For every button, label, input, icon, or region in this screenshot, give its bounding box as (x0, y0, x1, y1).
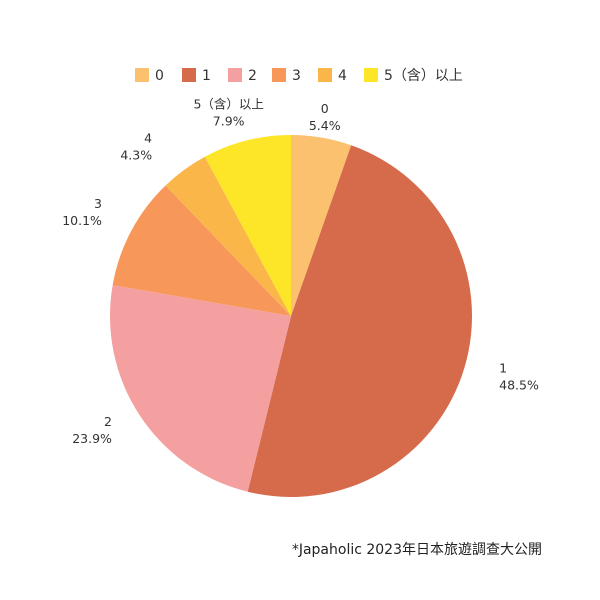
slice-label-value-0: 5.4% (309, 118, 341, 133)
legend-label-0: 0 (155, 68, 164, 84)
legend-swatch-0 (135, 68, 149, 82)
chart-legend: 0 1 2 3 4 5（含）以上 (135, 68, 463, 84)
pie-slice-1 (247, 145, 473, 498)
slice-label-category-5: 5（含）以上 (193, 96, 263, 111)
slice-label-value-4: 4.3% (120, 147, 152, 162)
slice-label-category-4: 4 (144, 130, 152, 145)
legend-label-3: 3 (292, 68, 301, 84)
slice-label-value-2: 23.9% (72, 431, 112, 446)
slice-label-value-5: 7.9% (213, 113, 245, 128)
slice-label-value-3: 10.1% (62, 213, 102, 228)
pie-slice-5 (204, 135, 291, 316)
legend-label-4: 4 (338, 68, 347, 84)
slice-label-category-1: 1 (499, 361, 507, 376)
source-note: *Japaholic 2023年日本旅遊調查大公開 (291, 542, 542, 558)
pie-slice-4 (165, 156, 291, 316)
pie-slices (110, 135, 473, 498)
slice-label-category-0: 0 (321, 101, 329, 116)
slice-labels: 0 5.4% 1 48.5% 2 23.9% 3 10.1% 4 4.3% 5（含）以上 7.9% (62, 96, 539, 446)
pie-slice-0 (291, 135, 352, 316)
slice-label-category-2: 2 (104, 414, 112, 429)
slice-label-category-3: 3 (94, 196, 102, 211)
legend-swatch-3 (272, 68, 286, 82)
legend-label-1: 1 (202, 68, 211, 84)
legend-label-5: 5（含）以上 (384, 68, 463, 84)
legend-swatch-5 (364, 68, 378, 82)
pie-slice-2 (110, 285, 291, 492)
legend-label-2: 2 (248, 68, 257, 84)
legend-swatch-1 (182, 68, 196, 82)
pie-slice-3 (112, 185, 291, 316)
legend-swatch-2 (228, 68, 242, 82)
slice-label-value-1: 48.5% (499, 378, 539, 393)
legend-swatch-4 (318, 68, 332, 82)
